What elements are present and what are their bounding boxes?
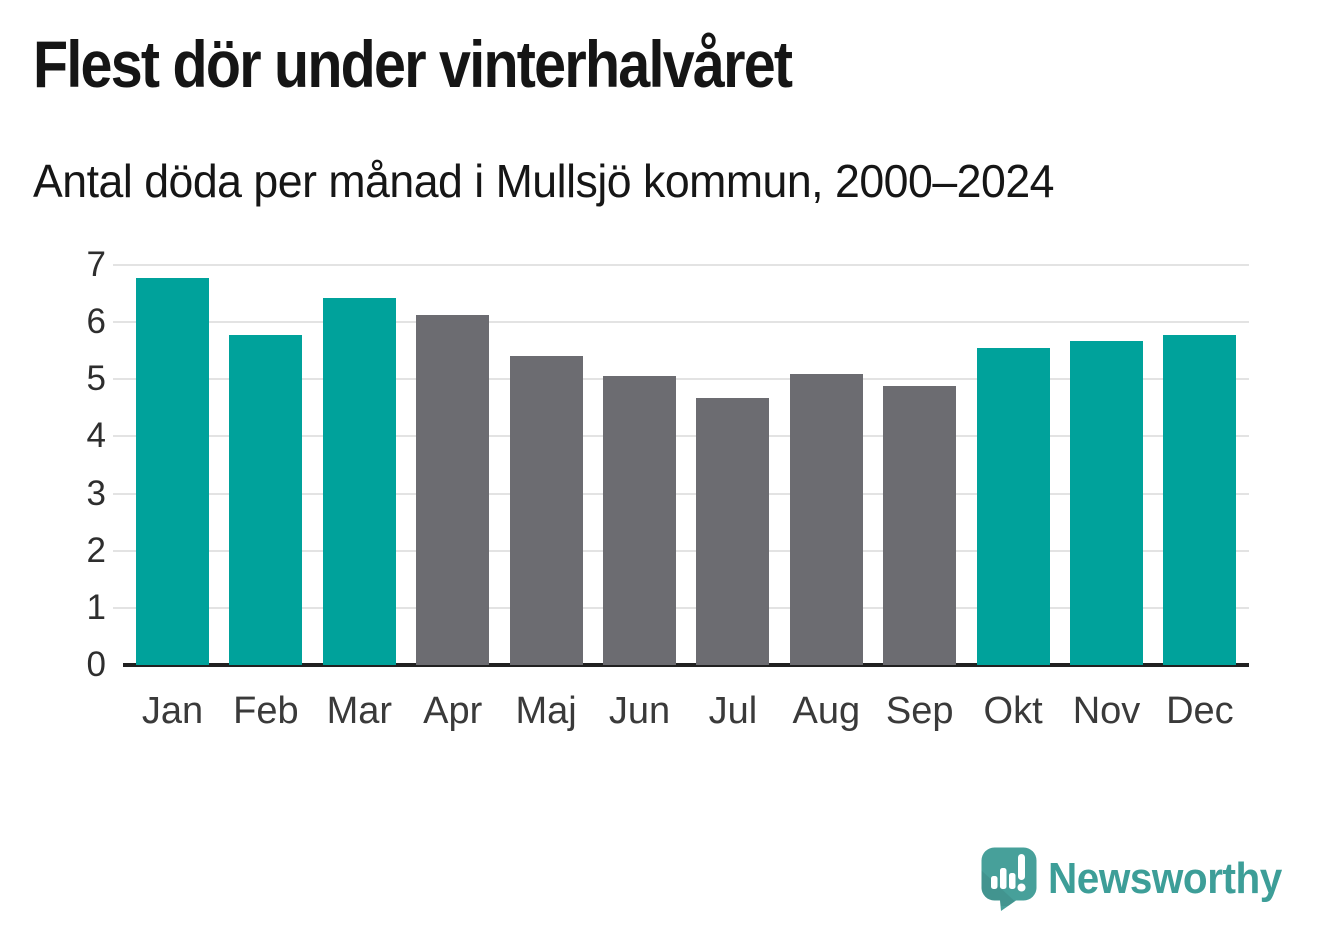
bar-jul [696, 397, 770, 665]
x-axis-label-feb: Feb [233, 690, 299, 732]
bar-okt [976, 347, 1050, 665]
bar-mar [322, 298, 396, 665]
x-axis-label-nov: Nov [1072, 690, 1141, 732]
bar-aug [789, 373, 863, 665]
gridline-y6 [113, 321, 1249, 324]
y-axis-tick-label: 4 [86, 416, 106, 456]
y-axis-tick-label: 1 [86, 587, 106, 627]
y-axis-tick-label: 0 [86, 645, 106, 684]
gridline-y3 [113, 492, 1249, 495]
x-axis-label-jul: Jul [708, 690, 758, 732]
bar-jan [136, 277, 209, 665]
x-axis-label-jan: Jan [141, 690, 204, 732]
x-axis-label-dec: Dec [1166, 690, 1234, 732]
y-axis-tick-label: 7 [86, 245, 106, 284]
bar-feb [229, 335, 303, 665]
x-axis-label-jun: Jun [608, 690, 671, 732]
gridline-y2 [113, 549, 1249, 552]
newsworthy-logo: Newsworthy [980, 846, 1302, 912]
newsworthy-brand-text: Newsworthy [1048, 854, 1282, 903]
x-axis-label-aug: Aug [792, 690, 861, 732]
x-axis-label-mar: Mar [326, 690, 393, 732]
gridline-y7 [113, 264, 1249, 266]
bar-nov [1070, 341, 1143, 665]
bar-jun [603, 375, 676, 665]
x-axis-line [123, 663, 1249, 667]
y-axis-tick-label: 3 [86, 473, 106, 513]
chart-title: Flest dör under vinterhalvåret [33, 27, 793, 101]
bar-dec [1163, 335, 1237, 665]
y-axis-tick-label: 2 [86, 530, 106, 570]
x-axis-label-maj: Maj [515, 690, 577, 732]
y-axis-tick-label: 5 [86, 359, 106, 399]
x-axis-label-apr: Apr [423, 690, 483, 732]
chart-subtitle: Antal döda per månad i Mullsjö kommun, 2… [33, 155, 1054, 207]
bar-maj [509, 355, 583, 665]
speech-bubble-bar-chart-exclamation-icon [981, 847, 1037, 911]
bar-sep [883, 385, 957, 665]
bar-apr [416, 314, 490, 665]
y-axis-tick-label: 6 [86, 302, 106, 342]
gridline-y1 [113, 606, 1249, 609]
gridline-y4 [113, 435, 1249, 438]
gridline-y5 [113, 378, 1249, 381]
x-axis-label-sep: Sep [885, 690, 954, 732]
x-axis-label-okt: Okt [983, 690, 1043, 732]
